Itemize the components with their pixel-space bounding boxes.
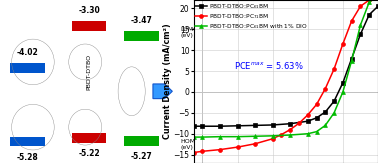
- PBDT-DTBO:PC$_{61}$BM with 1% DIO: [367, 1, 372, 3]
- Text: PBDT-DTBO: PBDT-DTBO: [87, 54, 91, 90]
- PBDT-DTBO:PC$_{61}$BM: [253, 124, 257, 126]
- Bar: [72, 21, 107, 31]
- Text: -5.27: -5.27: [130, 152, 152, 161]
- PBDT-DTBO:PC$_{61}$BM with 1% DIO: [200, 136, 204, 138]
- PBDT-DTBO:PC$_{61}$BM: [218, 125, 222, 127]
- PBDT-DTBO:PC$_{61}$BM: [314, 117, 319, 119]
- PBDT-DTBO:PC$_{61}$BM with 1% DIO: [332, 112, 336, 114]
- PBDT-DTBO:PC$_{61}$BM: [191, 125, 196, 127]
- PBDT-DTBO:PC$_{61}$BM: [332, 100, 336, 102]
- Text: -5.28: -5.28: [16, 153, 38, 162]
- PBDT-DTBO:PC$_{71}$BM: [332, 68, 336, 70]
- PBDT-DTBO:PC$_{61}$BM with 1% DIO: [358, 24, 363, 26]
- PBDT-DTBO:PC$_{61}$BM with 1% DIO: [288, 134, 293, 136]
- PBDT-DTBO:PC$_{61}$BM: [358, 33, 363, 35]
- Text: -3.30: -3.30: [78, 6, 100, 15]
- FancyArrow shape: [153, 84, 172, 99]
- PBDT-DTBO:PC$_{61}$BM: [270, 124, 275, 126]
- PBDT-DTBO:PC$_{61}$BM: [367, 14, 372, 16]
- PBDT-DTBO:PC$_{71}$BM: [323, 88, 328, 90]
- PBDT-DTBO:PC$_{61}$BM with 1% DIO: [323, 124, 328, 126]
- Text: LUMO
(eV): LUMO (eV): [180, 27, 198, 38]
- PBDT-DTBO:PC$_{71}$BM: [358, 5, 363, 7]
- Bar: [124, 31, 159, 41]
- PBDT-DTBO:PC$_{71}$BM: [200, 150, 204, 152]
- Bar: [10, 63, 45, 73]
- Line: PBDT-DTBO:PC$_{61}$BM: PBDT-DTBO:PC$_{61}$BM: [192, 4, 378, 128]
- PBDT-DTBO:PC$_{61}$BM with 1% DIO: [218, 136, 222, 138]
- PBDT-DTBO:PC$_{71}$BM: [314, 104, 319, 105]
- PBDT-DTBO:PC$_{71}$BM: [305, 114, 310, 116]
- PBDT-DTBO:PC$_{61}$BM: [305, 120, 310, 122]
- PBDT-DTBO:PC$_{71}$BM: [341, 43, 345, 45]
- PBDT-DTBO:PC$_{61}$BM with 1% DIO: [270, 135, 275, 137]
- PBDT-DTBO:PC$_{61}$BM: [200, 125, 204, 127]
- Line: PBDT-DTBO:PC$_{61}$BM with 1% DIO: PBDT-DTBO:PC$_{61}$BM with 1% DIO: [192, 0, 378, 139]
- PBDT-DTBO:PC$_{71}$BM: [349, 20, 354, 22]
- PBDT-DTBO:PC$_{61}$BM: [288, 123, 293, 125]
- PBDT-DTBO:PC$_{71}$BM: [279, 134, 284, 136]
- Text: -4.02: -4.02: [16, 48, 38, 57]
- PBDT-DTBO:PC$_{71}$BM: [367, 0, 372, 1]
- PBDT-DTBO:PC$_{61}$BM: [376, 5, 378, 7]
- PBDT-DTBO:PC$_{61}$BM with 1% DIO: [235, 136, 240, 138]
- Bar: [124, 136, 159, 146]
- PBDT-DTBO:PC$_{61}$BM: [235, 125, 240, 127]
- Text: -3.47: -3.47: [130, 16, 152, 25]
- Bar: [10, 137, 45, 146]
- PBDT-DTBO:PC$_{61}$BM: [341, 82, 345, 84]
- Line: PBDT-DTBO:PC$_{71}$BM: PBDT-DTBO:PC$_{71}$BM: [192, 0, 378, 155]
- PBDT-DTBO:PC$_{71}$BM: [253, 143, 257, 145]
- PBDT-DTBO:PC$_{61}$BM with 1% DIO: [314, 131, 319, 133]
- Text: PCE$^{max}$ = 5.63%: PCE$^{max}$ = 5.63%: [234, 60, 304, 71]
- Y-axis label: Current Density (mA/cm²): Current Density (mA/cm²): [163, 24, 172, 139]
- PBDT-DTBO:PC$_{71}$BM: [235, 146, 240, 148]
- Text: -5.22: -5.22: [78, 149, 100, 158]
- PBDT-DTBO:PC$_{71}$BM: [297, 122, 301, 124]
- PBDT-DTBO:PC$_{71}$BM: [218, 149, 222, 151]
- Text: HOMO
(eV): HOMO (eV): [180, 139, 200, 149]
- PBDT-DTBO:PC$_{61}$BM with 1% DIO: [253, 135, 257, 137]
- Legend: PBDT-DTBO:PC$_{61}$BM, PBDT-DTBO:PC$_{71}$BM, PBDT-DTBO:PC$_{61}$BM with 1% DIO: PBDT-DTBO:PC$_{61}$BM, PBDT-DTBO:PC$_{71…: [195, 1, 308, 32]
- PBDT-DTBO:PC$_{71}$BM: [191, 152, 196, 154]
- PBDT-DTBO:PC$_{61}$BM with 1% DIO: [349, 60, 354, 62]
- Bar: [72, 133, 107, 143]
- PBDT-DTBO:PC$_{61}$BM: [323, 111, 328, 113]
- PBDT-DTBO:PC$_{61}$BM with 1% DIO: [341, 91, 345, 93]
- PBDT-DTBO:PC$_{61}$BM: [349, 58, 354, 59]
- PBDT-DTBO:PC$_{61}$BM with 1% DIO: [191, 136, 196, 138]
- PBDT-DTBO:PC$_{61}$BM with 1% DIO: [305, 133, 310, 135]
- PBDT-DTBO:PC$_{71}$BM: [270, 138, 275, 140]
- PBDT-DTBO:PC$_{71}$BM: [288, 129, 293, 131]
